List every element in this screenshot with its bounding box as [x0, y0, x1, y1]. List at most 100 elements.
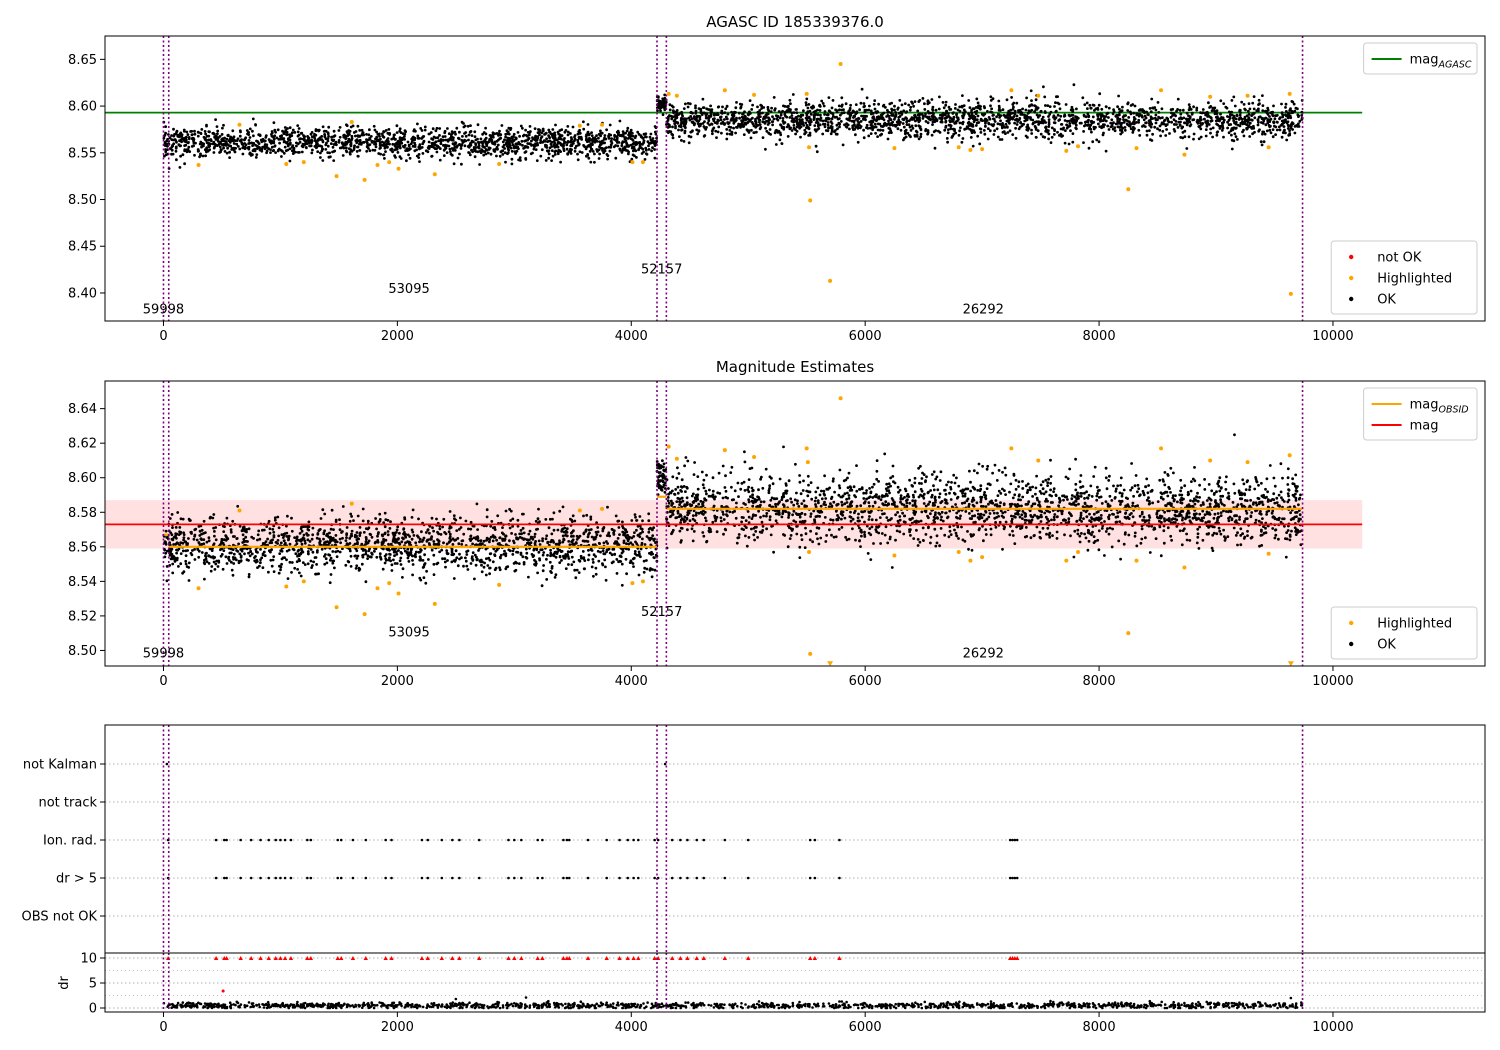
highlighted-point	[828, 278, 833, 283]
dr-clipped-marker	[363, 956, 368, 960]
flag-point	[384, 838, 387, 842]
dr-axis-label: dr	[57, 976, 72, 990]
flag-point	[723, 876, 727, 880]
dr-clipped-marker	[512, 956, 517, 960]
legend-label: magOBSID	[1410, 398, 1469, 416]
highlighted-point	[196, 586, 201, 591]
highlighted-point	[432, 601, 437, 606]
flag-point	[1011, 838, 1014, 842]
x-tick-label: 10000	[1312, 674, 1353, 689]
flag-point	[351, 876, 355, 880]
highlighted-point	[1134, 146, 1139, 151]
flag-point	[808, 876, 812, 880]
highlighted-point	[980, 555, 985, 560]
y-tick-label: 8.52	[68, 609, 97, 624]
flag-point	[653, 838, 656, 842]
flag-point	[458, 838, 461, 842]
highlighted-point	[1182, 152, 1187, 157]
highlighted-point	[1134, 558, 1139, 563]
x-tick-label: 4000	[615, 1020, 648, 1035]
dr-clipped-marker	[746, 956, 751, 960]
flag-point	[274, 838, 278, 842]
highlighted-point	[396, 166, 401, 171]
x-tick-label: 6000	[849, 1020, 882, 1035]
legend-label: Highlighted	[1377, 272, 1452, 287]
legend-box	[1330, 606, 1478, 660]
obsid-label: 59998	[143, 303, 184, 318]
obsid-label: 52157	[641, 262, 682, 277]
legend-label: OK	[1377, 293, 1396, 308]
highlighted-point	[334, 174, 339, 179]
dr-clipped-marker	[652, 956, 657, 960]
flag-point	[541, 838, 544, 842]
dr-clipped-marker	[350, 956, 356, 960]
highlighted-point	[892, 146, 897, 151]
highlighted-point	[1009, 88, 1014, 93]
highlighted-point	[1208, 458, 1213, 463]
y-tick-label: 8.65	[68, 53, 97, 68]
clipped-highlighted-marker	[1287, 661, 1294, 666]
x-tick-label: 4000	[615, 674, 648, 689]
flag-row-label: dr > 5	[56, 872, 97, 887]
dr-clipped-marker	[224, 956, 229, 960]
legend-dot-marker	[1349, 254, 1354, 260]
highlighted-point	[349, 501, 354, 506]
highlighted-point	[301, 160, 306, 165]
x-tick-label: 0	[159, 1020, 167, 1035]
dr-clipped-marker	[278, 956, 283, 960]
flag-point	[686, 838, 689, 842]
flag-point	[289, 838, 293, 842]
highlighted-point	[752, 92, 757, 97]
x-tick-label: 10000	[1312, 329, 1353, 344]
agasc-plot-area: 59998 53095 52157 26292 0 2000 4000 6000 8000 100…	[68, 35, 1486, 344]
obsid-label: 53095	[388, 282, 429, 297]
flag-point	[567, 838, 571, 842]
highlighted-point	[808, 198, 813, 203]
flag-point	[249, 876, 253, 880]
agasc-panel-title: AGASC ID 185339376.0	[706, 13, 884, 31]
flag-point	[536, 838, 540, 842]
highlighted-point	[349, 119, 354, 124]
flag-point	[618, 876, 621, 880]
dr-clipped-marker	[636, 956, 641, 960]
flag-point	[746, 876, 750, 880]
legend-dot-marker	[1349, 641, 1354, 647]
flag-point	[1015, 838, 1019, 842]
highlighted-point	[432, 172, 437, 177]
flag-point	[520, 876, 523, 880]
flag-point	[586, 838, 590, 842]
dr-clipped-marker	[625, 956, 630, 960]
highlighted-point	[387, 160, 392, 165]
dr-clipped-marker	[335, 956, 340, 960]
highlighted-point	[362, 177, 367, 182]
highlighted-point	[196, 162, 201, 167]
ok-points	[162, 502, 659, 588]
dr-clipped-marker	[670, 956, 675, 960]
dr-clipped-marker	[519, 956, 524, 960]
flag-point	[541, 876, 544, 880]
flag-point	[426, 876, 430, 880]
highlighted-point	[600, 506, 605, 511]
highlighted-point	[1036, 93, 1041, 98]
x-tick-label: 0	[159, 329, 167, 344]
flag-point	[632, 876, 635, 880]
flag-point	[390, 876, 393, 880]
highlighted-point	[1076, 550, 1081, 554]
x-tick-label: 6000	[849, 674, 882, 689]
y-tick-label: 5	[89, 977, 97, 992]
highlighted-point	[334, 605, 339, 610]
flag-point	[653, 876, 656, 880]
flag-point	[636, 838, 640, 842]
flag-point	[567, 876, 571, 880]
flag-point	[562, 838, 565, 842]
highlighted-point	[1266, 551, 1271, 556]
flag-point	[746, 838, 750, 842]
y-tick-label: 8.60	[68, 100, 97, 115]
obsid-label: 59998	[143, 646, 184, 661]
x-tick-label: 6000	[849, 329, 882, 344]
dr-outlier-point	[454, 997, 458, 1001]
obsid-label: 26292	[963, 646, 1004, 661]
highlighted-point	[804, 446, 809, 451]
flag-row-label: not track	[38, 796, 97, 811]
flags-plot-area: not Kalman not track Ion. rad. dr > 5 OBS no…	[22, 724, 1486, 954]
